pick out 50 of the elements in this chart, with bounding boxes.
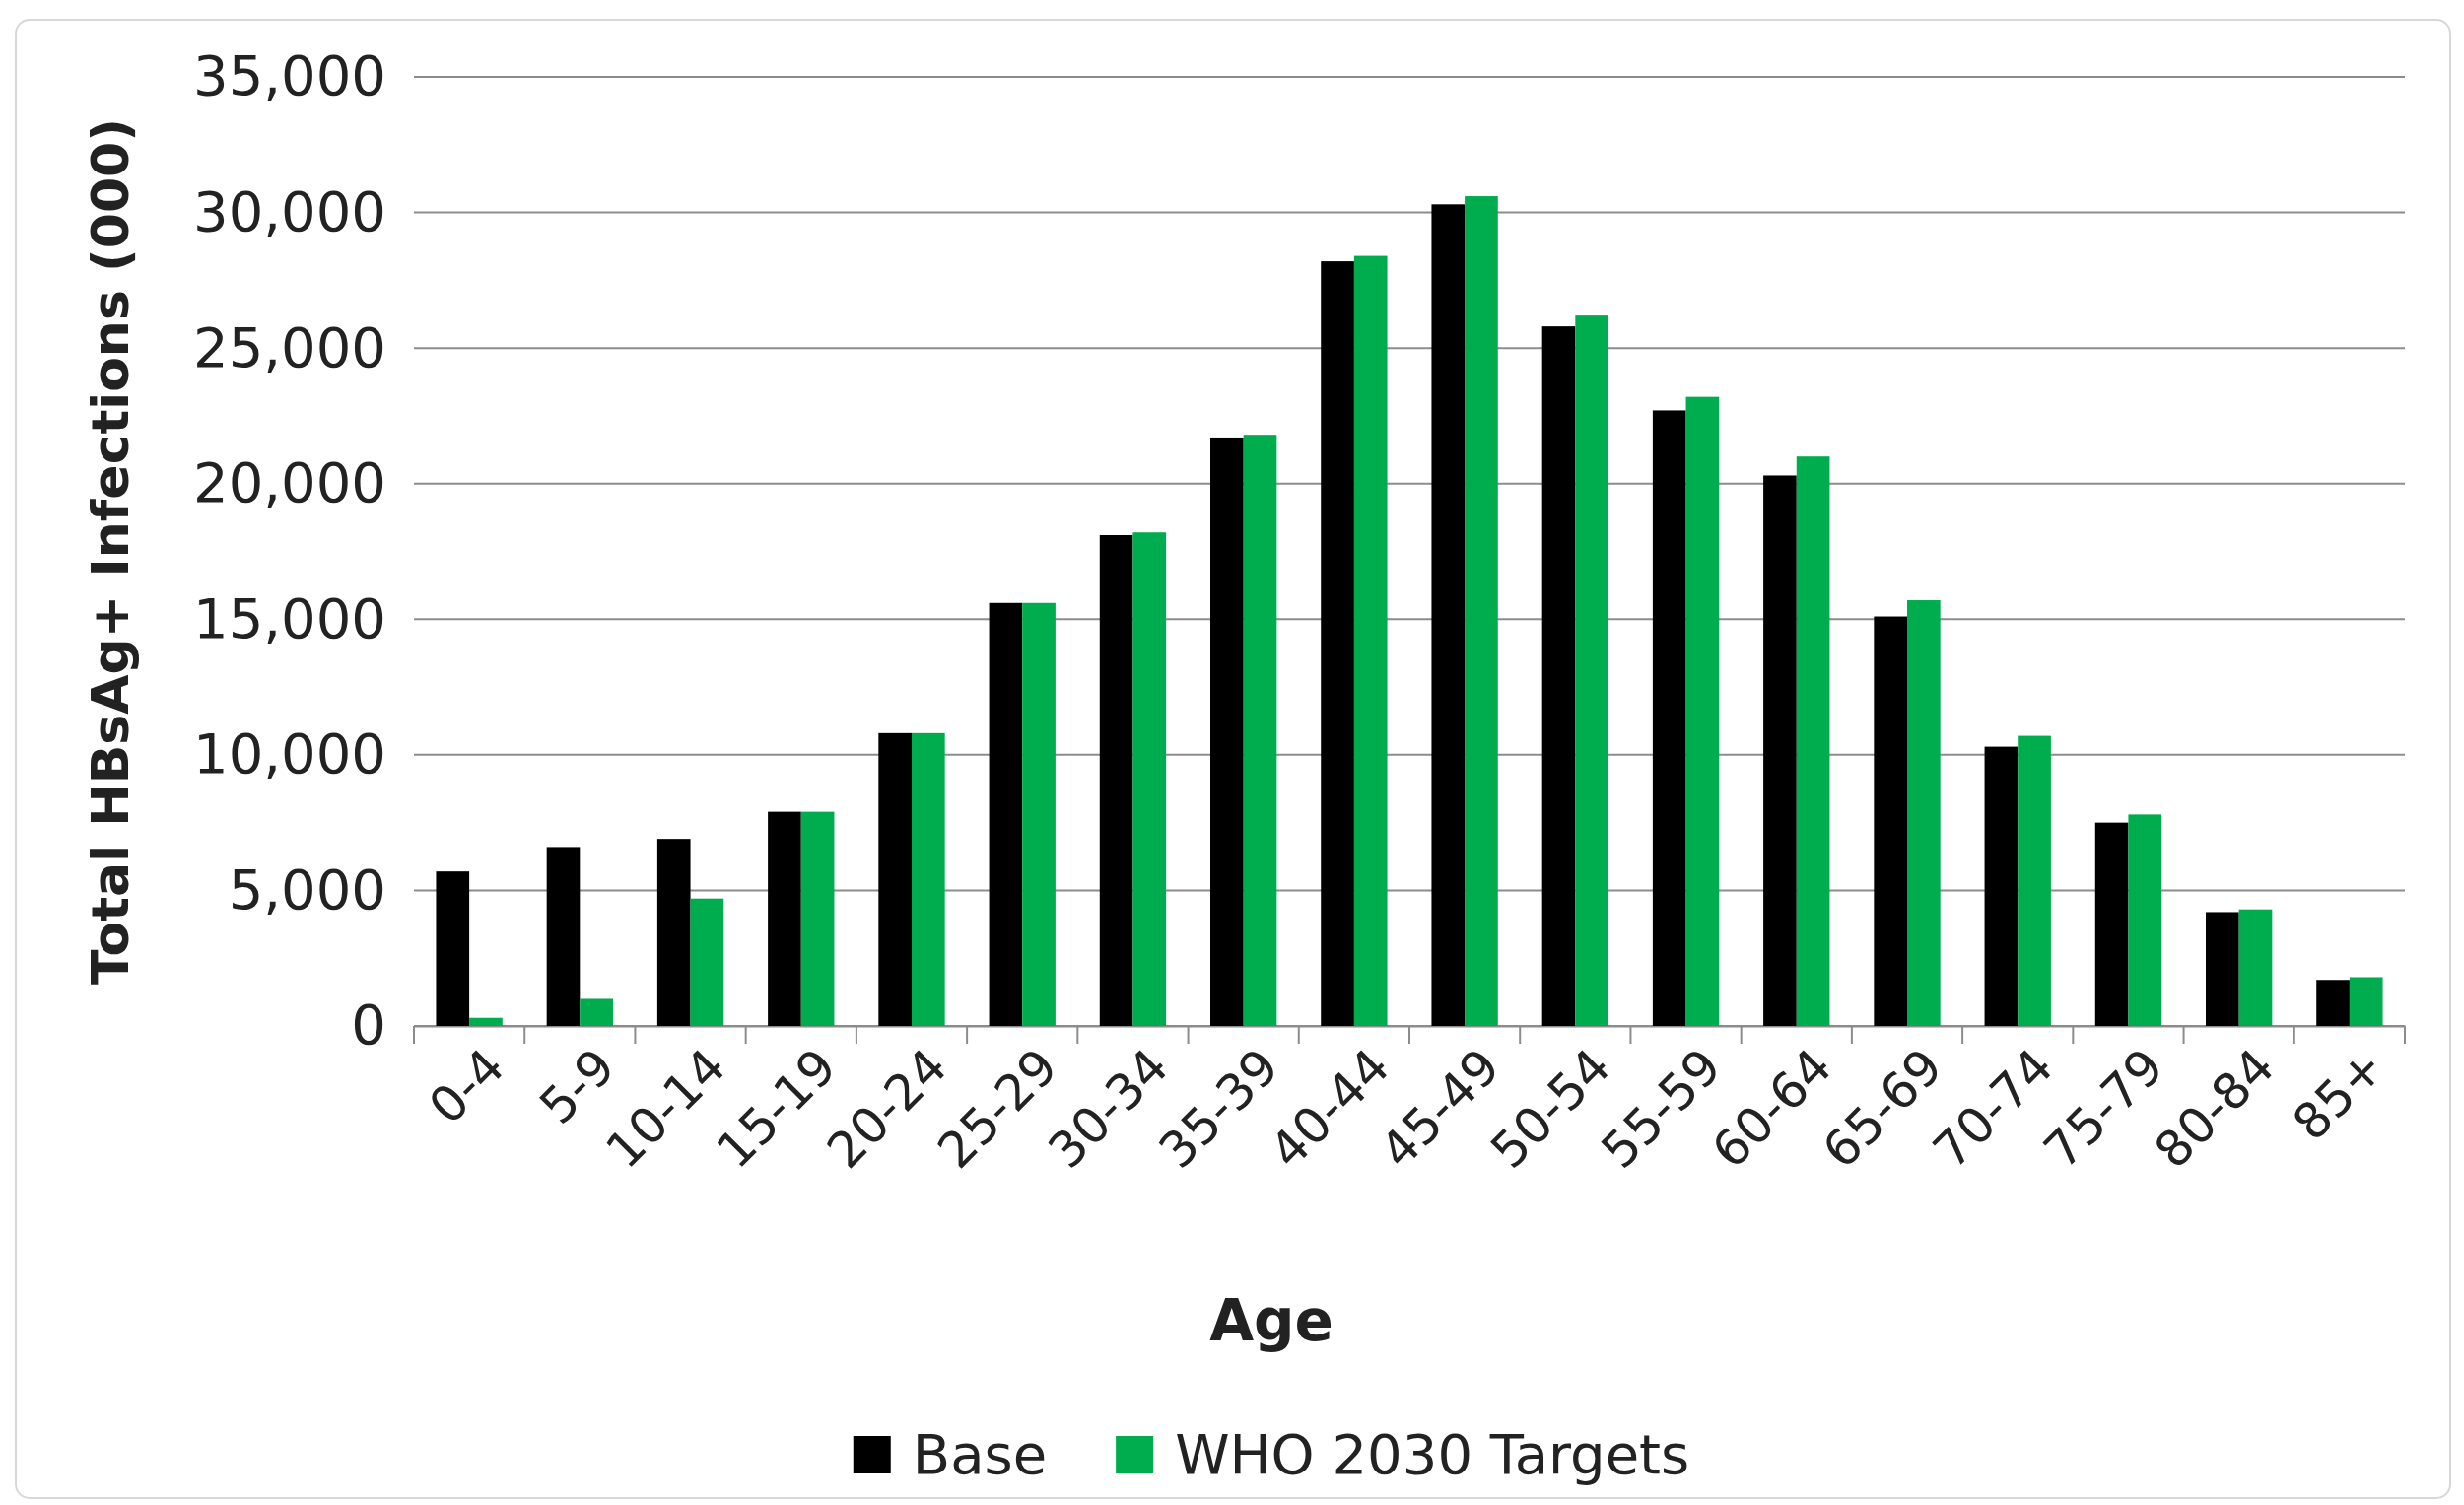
- bar: [912, 732, 945, 1026]
- legend-label: Base: [912, 1422, 1048, 1486]
- legend-label: WHO 2030 Targets: [1175, 1422, 1690, 1486]
- y-tick-label: 15,000: [193, 585, 386, 650]
- bar: [878, 732, 912, 1026]
- y-tick-label: 10,000: [193, 721, 386, 787]
- y-tick-label: 30,000: [193, 178, 386, 243]
- bar: [1796, 456, 1830, 1026]
- bar: [546, 847, 581, 1026]
- bar: [1243, 435, 1277, 1026]
- bar: [1984, 746, 2019, 1026]
- bar: [469, 1017, 503, 1026]
- bar: [1353, 255, 1388, 1026]
- bar: [989, 602, 1023, 1026]
- y-tick-label: 5,000: [228, 856, 386, 922]
- bar: [1465, 196, 1498, 1026]
- bar: [580, 998, 613, 1026]
- bar: [1874, 616, 1907, 1026]
- bar: [2238, 909, 2273, 1026]
- y-tick-label: 35,000: [193, 43, 386, 108]
- bar: [1022, 602, 1056, 1026]
- x-tick-label: 0-4: [418, 1037, 516, 1135]
- bar: [1541, 326, 1576, 1026]
- bar: [2316, 980, 2350, 1026]
- bar: [690, 898, 724, 1026]
- bar: [2094, 822, 2129, 1026]
- bar: [2349, 977, 2383, 1026]
- bar: [1132, 532, 1167, 1026]
- x-tick-label: 85+: [2282, 1037, 2396, 1152]
- y-axis-title: Total HBsAg+ Infections (000): [81, 117, 140, 986]
- bar: [800, 811, 835, 1026]
- bar: [1321, 261, 1354, 1026]
- bar: [1907, 600, 1941, 1026]
- y-tick-label: 0: [351, 992, 386, 1058]
- bar: [2128, 814, 2162, 1026]
- y-tick-label: 20,000: [193, 450, 386, 515]
- bar: [656, 839, 691, 1026]
- bar: [1210, 437, 1244, 1026]
- bar: [1575, 315, 1608, 1026]
- bar: [1652, 410, 1686, 1026]
- y-tick-label: 25,000: [193, 314, 386, 379]
- bar: [1763, 475, 1797, 1026]
- bar: [436, 871, 470, 1026]
- bar: [2018, 735, 2051, 1026]
- bar: [1685, 396, 1720, 1026]
- bar: [1099, 534, 1133, 1026]
- bar: [2206, 912, 2239, 1026]
- bar: [768, 811, 801, 1026]
- bar: [1431, 204, 1466, 1026]
- x-axis-title: Age: [1209, 1287, 1334, 1354]
